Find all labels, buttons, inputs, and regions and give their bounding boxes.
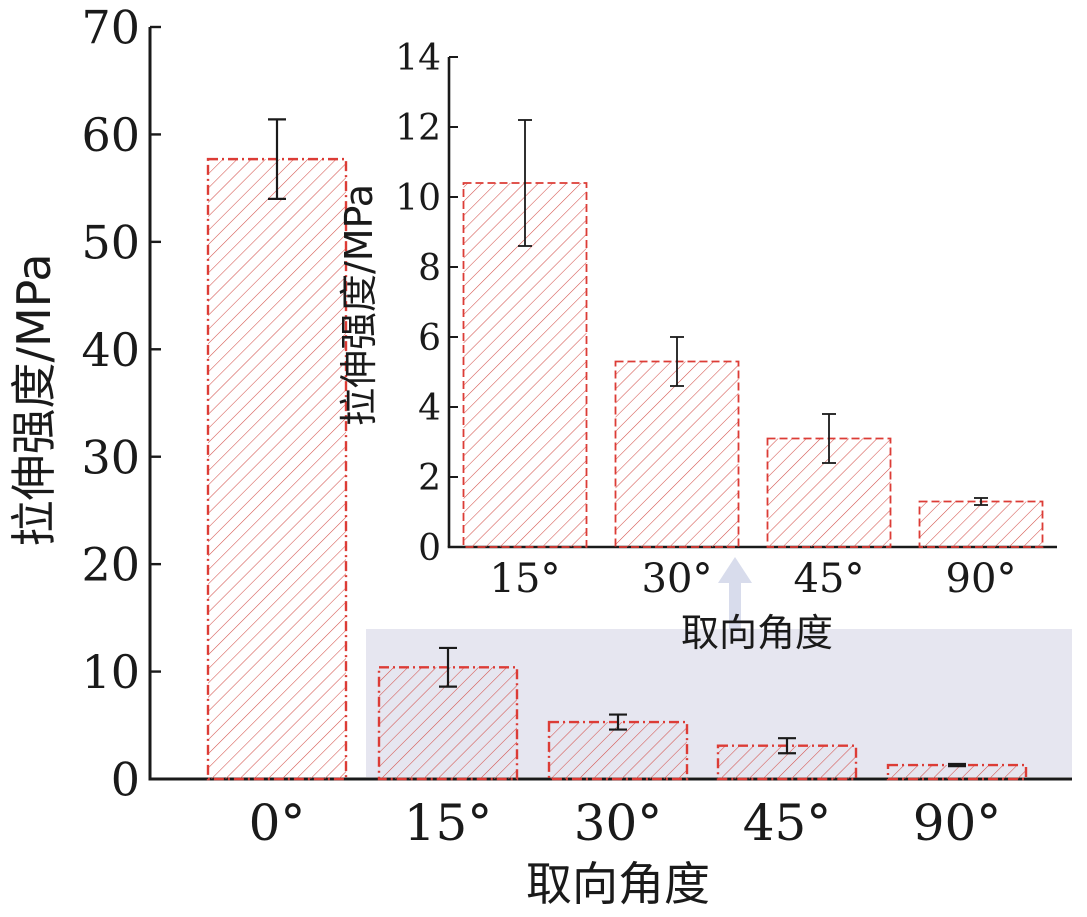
main-y-tick-label: 30	[81, 430, 140, 484]
inset-x-tick-label: 15°	[490, 556, 561, 602]
main-x-tick-label: 45°	[743, 794, 832, 852]
inset-y-tick-label: 0	[418, 528, 441, 569]
inset-chart: 0 2 4 6 8 10 12 14 15° 30° 45° 90° 取向角度 拉伸强度/MPa	[337, 38, 1057, 655]
main-x-tick-label: 15°	[404, 794, 493, 852]
inset-x-tick-label: 30°	[642, 556, 713, 602]
main-bar	[547, 720, 689, 781]
inset-y-tick-label: 4	[418, 388, 441, 429]
main-y-tick-label: 10	[81, 645, 140, 699]
main-y-tick-label: 20	[81, 538, 140, 592]
inset-x-tick-label: 90°	[946, 556, 1017, 602]
main-x-tick-label: 90°	[913, 794, 1002, 852]
main-y-tick-label: 70	[81, 1, 140, 55]
inset-x-axis-title: 取向角度	[681, 611, 833, 655]
inset-y-tick-label: 14	[395, 38, 441, 79]
inset-x-tick-label: 45°	[794, 556, 865, 602]
inset-y-axis-title: 拉伸强度/MPa	[337, 184, 381, 426]
main-y-axis-title: 拉伸强度/MPa	[7, 253, 61, 546]
inset-bar	[918, 500, 1044, 548]
inset-y-tick-label: 8	[418, 248, 441, 289]
main-bar	[206, 157, 348, 781]
inset-y-tick-label: 6	[418, 318, 441, 359]
main-y-tick-label: 40	[81, 323, 140, 377]
inset-y-tick-label: 10	[395, 178, 441, 219]
main-y-tick-label: 50	[81, 215, 140, 269]
zoom-arrow	[718, 557, 752, 629]
inset-y-tick-label: 12	[395, 108, 441, 149]
inset-bar	[614, 360, 740, 548]
main-y-tick-label: 60	[81, 108, 140, 162]
main-x-tick-label: 30°	[574, 794, 663, 852]
main-x-tick-label: 0°	[249, 794, 306, 852]
main-y-tick-label: 0	[111, 753, 140, 807]
main-x-axis-title: 取向角度	[526, 857, 710, 911]
inset-y-tick-label: 2	[418, 458, 441, 499]
